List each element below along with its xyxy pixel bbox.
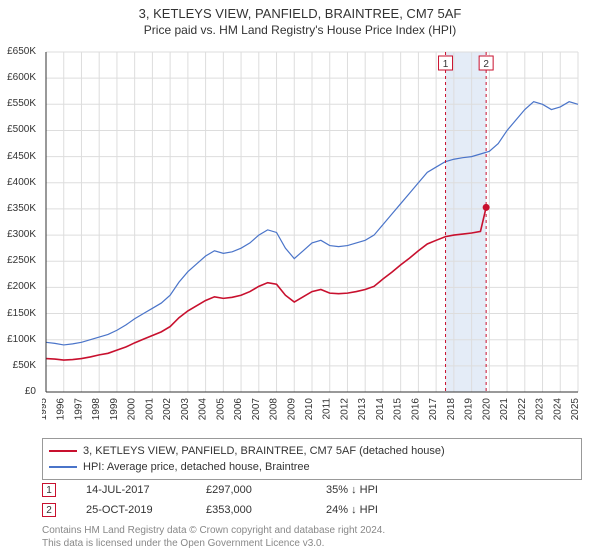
title-block: 3, KETLEYS VIEW, PANFIELD, BRAINTREE, CM… xyxy=(0,0,600,37)
svg-text:2000: 2000 xyxy=(127,398,138,421)
title-subtitle: Price paid vs. HM Land Registry's House … xyxy=(0,23,600,37)
y-tick-label: £150K xyxy=(7,308,36,319)
sale-price-1: £297,000 xyxy=(206,484,326,496)
y-tick-label: £400K xyxy=(7,177,36,188)
sale-delta-2: 24% ↓ HPI xyxy=(326,504,446,516)
svg-text:2019: 2019 xyxy=(464,398,475,421)
sale-date-1: 14-JUL-2017 xyxy=(86,484,206,496)
svg-text:2001: 2001 xyxy=(144,398,155,421)
svg-text:1997: 1997 xyxy=(73,398,84,421)
svg-text:2004: 2004 xyxy=(198,398,209,421)
svg-text:2003: 2003 xyxy=(180,398,191,421)
y-tick-label: £100K xyxy=(7,334,36,345)
sale-row-1: 1 14-JUL-2017 £297,000 35% ↓ HPI xyxy=(42,480,582,500)
svg-text:2010: 2010 xyxy=(304,398,315,421)
svg-text:2013: 2013 xyxy=(357,398,368,421)
svg-text:2017: 2017 xyxy=(428,398,439,421)
y-tick-label: £200K xyxy=(7,281,36,292)
chart-container: 3, KETLEYS VIEW, PANFIELD, BRAINTREE, CM… xyxy=(0,0,600,560)
svg-text:2023: 2023 xyxy=(535,398,546,421)
svg-text:2002: 2002 xyxy=(162,398,173,421)
legend-item-hpi: HPI: Average price, detached house, Brai… xyxy=(49,459,575,475)
svg-text:2020: 2020 xyxy=(481,398,492,421)
svg-text:2022: 2022 xyxy=(517,398,528,421)
svg-text:2021: 2021 xyxy=(499,398,510,421)
y-tick-label: £0 xyxy=(25,386,36,397)
svg-text:2024: 2024 xyxy=(552,398,563,421)
svg-text:2016: 2016 xyxy=(410,398,421,421)
y-tick-label: £450K xyxy=(7,151,36,162)
svg-text:2007: 2007 xyxy=(251,398,262,421)
y-tick-label: £300K xyxy=(7,229,36,240)
sale-delta-1: 35% ↓ HPI xyxy=(326,484,446,496)
svg-text:2015: 2015 xyxy=(393,398,404,421)
svg-text:1995: 1995 xyxy=(42,398,49,421)
legend-label-hpi: HPI: Average price, detached house, Brai… xyxy=(83,461,310,473)
y-tick-label: £600K xyxy=(7,72,36,83)
y-tick-label: £500K xyxy=(7,124,36,135)
y-tick-label: £250K xyxy=(7,255,36,266)
price-chart: 1995 1996 1997 1998 1999 2000 2001 2002 2003 2004… xyxy=(42,48,582,428)
sales-table: 1 14-JUL-2017 £297,000 35% ↓ HPI 2 25-OC… xyxy=(42,480,582,520)
y-tick-label: £50K xyxy=(13,360,36,371)
svg-text:1: 1 xyxy=(443,59,449,70)
svg-text:1998: 1998 xyxy=(91,398,102,421)
svg-text:1999: 1999 xyxy=(109,398,120,421)
svg-text:2012: 2012 xyxy=(339,398,350,421)
sale-price-2: £353,000 xyxy=(206,504,326,516)
legend-label-property: 3, KETLEYS VIEW, PANFIELD, BRAINTREE, CM… xyxy=(83,445,445,457)
svg-text:2018: 2018 xyxy=(446,398,457,421)
footer-line-2: This data is licensed under the Open Gov… xyxy=(42,537,582,550)
y-tick-label: £650K xyxy=(7,46,36,57)
svg-text:2008: 2008 xyxy=(269,398,280,421)
sale-date-2: 25-OCT-2019 xyxy=(86,504,206,516)
svg-text:2009: 2009 xyxy=(286,398,297,421)
y-tick-label: £550K xyxy=(7,98,36,109)
legend-item-property: 3, KETLEYS VIEW, PANFIELD, BRAINTREE, CM… xyxy=(49,443,575,459)
legend-swatch-hpi xyxy=(49,466,77,468)
svg-text:2: 2 xyxy=(483,59,489,70)
svg-text:2011: 2011 xyxy=(322,398,333,420)
sale-marker-1: 1 xyxy=(42,483,56,497)
footer-attribution: Contains HM Land Registry data © Crown c… xyxy=(42,524,582,550)
svg-text:2006: 2006 xyxy=(233,398,244,421)
y-axis-labels: £0 £50K £100K £150K £200K £250K £300K £350K £400… xyxy=(0,48,40,428)
legend-swatch-property xyxy=(49,450,77,452)
footer-line-1: Contains HM Land Registry data © Crown c… xyxy=(42,524,582,537)
title-address: 3, KETLEYS VIEW, PANFIELD, BRAINTREE, CM… xyxy=(0,6,600,21)
legend: 3, KETLEYS VIEW, PANFIELD, BRAINTREE, CM… xyxy=(42,438,582,480)
svg-text:2014: 2014 xyxy=(375,398,386,421)
sale-marker-2: 2 xyxy=(42,503,56,517)
svg-text:1996: 1996 xyxy=(56,398,67,421)
y-tick-label: £350K xyxy=(7,203,36,214)
svg-text:2025: 2025 xyxy=(570,398,581,421)
sale-row-2: 2 25-OCT-2019 £353,000 24% ↓ HPI xyxy=(42,500,582,520)
svg-text:2005: 2005 xyxy=(215,398,226,421)
